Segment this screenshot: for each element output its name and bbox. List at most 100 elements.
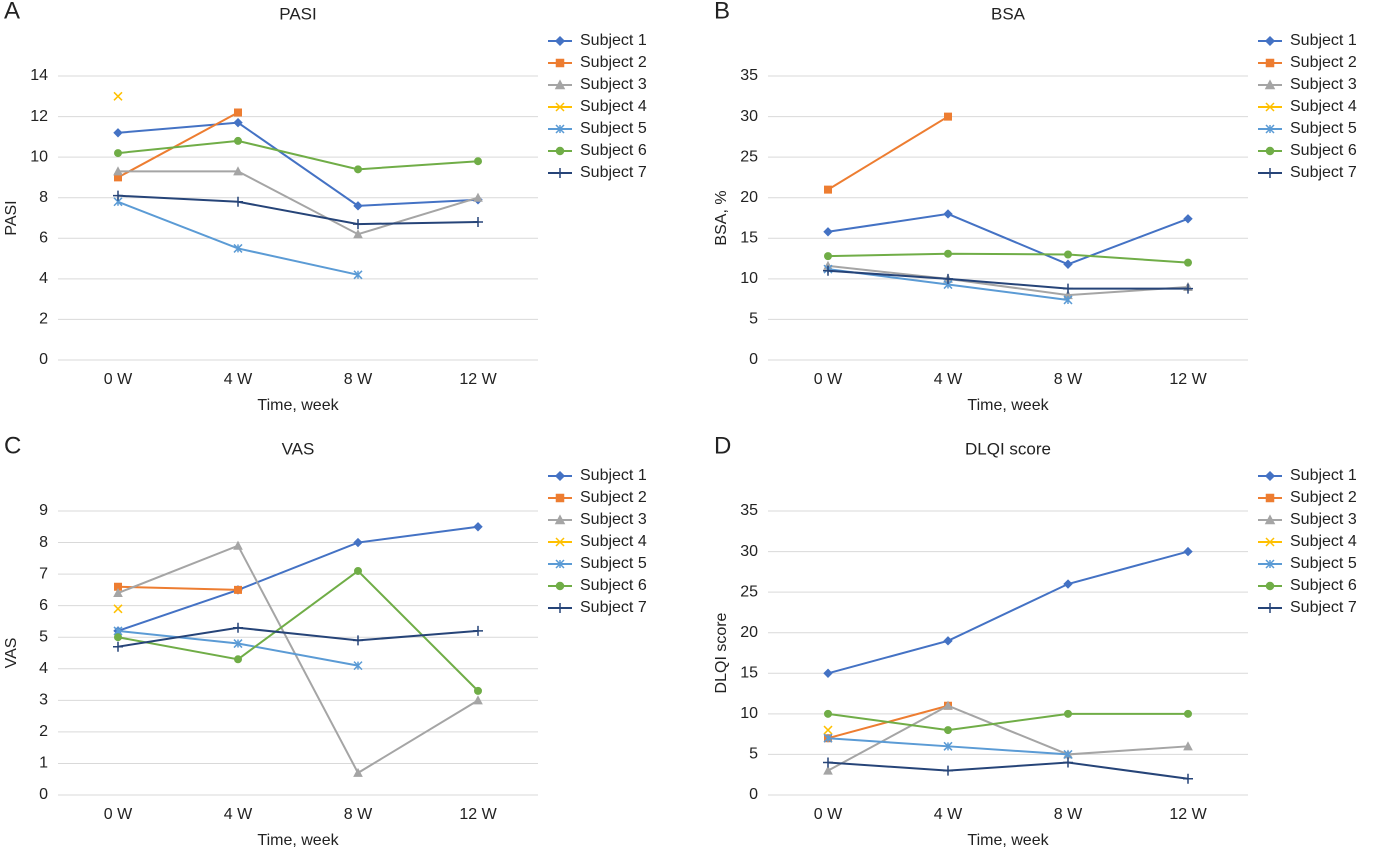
marker: [233, 196, 243, 207]
legend-marker: [555, 168, 565, 178]
marker: [943, 726, 953, 735]
marker: [944, 112, 952, 121]
marker: [473, 157, 483, 166]
marker: [473, 686, 483, 695]
series-line: [827, 761, 1189, 780]
legend-entry: Subject 1: [1290, 32, 1357, 49]
x-tick-label: 4 W: [934, 806, 963, 823]
legend-marker: [555, 146, 565, 156]
marker: [113, 128, 123, 138]
y-tick-label: 0: [39, 786, 48, 803]
marker: [943, 249, 953, 258]
y-tick-label: 6: [39, 230, 48, 247]
y-tick-label: 1: [39, 755, 48, 772]
legend-entry: Subject 3: [1290, 511, 1357, 528]
marker: [233, 136, 243, 145]
series-line: [117, 544, 479, 775]
y-tick-label: 35: [740, 67, 758, 84]
x-axis-label: Time, week: [967, 832, 1049, 849]
y-tick-label: 0: [39, 351, 48, 368]
series-line: [827, 264, 1189, 297]
marker: [823, 252, 833, 261]
x-tick-label: 4 W: [224, 371, 253, 388]
legend-marker: [1264, 35, 1276, 47]
legend-entry: Subject 1: [580, 32, 647, 49]
series-line: [827, 212, 1189, 266]
legend-marker: [1265, 603, 1275, 613]
marker: [353, 566, 363, 575]
x-axis-label: Time, week: [257, 832, 339, 849]
x-tick-label: 8 W: [1054, 371, 1083, 388]
marker: [823, 725, 833, 735]
legend-entry: Subject 7: [1290, 164, 1357, 181]
marker: [823, 668, 833, 678]
marker: [353, 219, 363, 230]
legend-marker: [1265, 559, 1275, 569]
y-tick-label: 5: [749, 311, 758, 328]
legend-marker: [1265, 537, 1275, 547]
marker: [233, 639, 243, 649]
series-line: [117, 194, 479, 226]
chart-title: DLQI score: [965, 439, 1051, 458]
series-line: [117, 585, 239, 591]
legend-marker: [1265, 581, 1275, 591]
legend-entry: Subject 4: [580, 533, 647, 550]
legend-marker: [1264, 470, 1276, 482]
legend-entry: Subject 3: [580, 76, 647, 93]
series-line: [827, 550, 1189, 675]
legend-entry: Subject 7: [580, 164, 647, 181]
legend-marker: [555, 581, 565, 591]
marker: [943, 765, 953, 776]
x-axis-label: Time, week: [967, 397, 1049, 414]
series-line: [827, 115, 949, 191]
series-line: [118, 170, 479, 236]
marker: [1063, 757, 1073, 768]
marker: [943, 209, 953, 219]
series-line: [827, 712, 1188, 732]
panel-label: D: [714, 432, 731, 459]
y-tick-label: 8: [39, 534, 48, 551]
y-tick-label: 35: [740, 502, 758, 519]
marker: [823, 757, 833, 768]
legend-entry: Subject 6: [580, 577, 647, 594]
y-tick-label: 30: [740, 543, 758, 560]
series-line: [117, 111, 239, 179]
legend-marker: [1265, 124, 1275, 134]
x-axis-label: Time, week: [257, 397, 339, 414]
legend-entry: Subject 5: [1290, 555, 1357, 572]
legend-entry: Subject 2: [1290, 489, 1357, 506]
legend-entry: Subject 2: [580, 54, 647, 71]
marker: [353, 635, 363, 646]
marker: [113, 587, 123, 598]
x-tick-label: 0 W: [104, 371, 133, 388]
legend-marker: [554, 79, 566, 90]
legend-marker: [554, 35, 566, 47]
y-axis-label: BSA, %: [713, 190, 730, 245]
marker: [234, 108, 242, 117]
marker: [823, 733, 833, 743]
y-tick-label: 15: [740, 230, 758, 247]
x-tick-label: 12 W: [1169, 806, 1207, 823]
legend-marker: [555, 559, 565, 569]
marker: [113, 166, 123, 176]
marker: [943, 741, 953, 751]
panel-label: B: [714, 0, 730, 24]
legend-marker: [1264, 79, 1276, 90]
legend-marker: [1265, 168, 1275, 178]
marker: [1063, 250, 1073, 259]
legend-marker: [555, 124, 565, 134]
marker: [473, 192, 483, 202]
series-line: [117, 626, 479, 648]
y-axis-label: VAS: [3, 638, 20, 669]
legend-entry: Subject 2: [580, 489, 647, 506]
marker: [1063, 749, 1073, 759]
y-tick-label: 2: [39, 723, 48, 740]
marker: [113, 641, 123, 652]
marker: [233, 166, 243, 176]
y-tick-label: 30: [740, 108, 758, 125]
legend-entry: Subject 4: [1290, 98, 1357, 115]
chart-title: PASI: [279, 4, 316, 23]
y-axis-label: DLQI score: [713, 612, 730, 693]
marker: [1183, 214, 1193, 224]
